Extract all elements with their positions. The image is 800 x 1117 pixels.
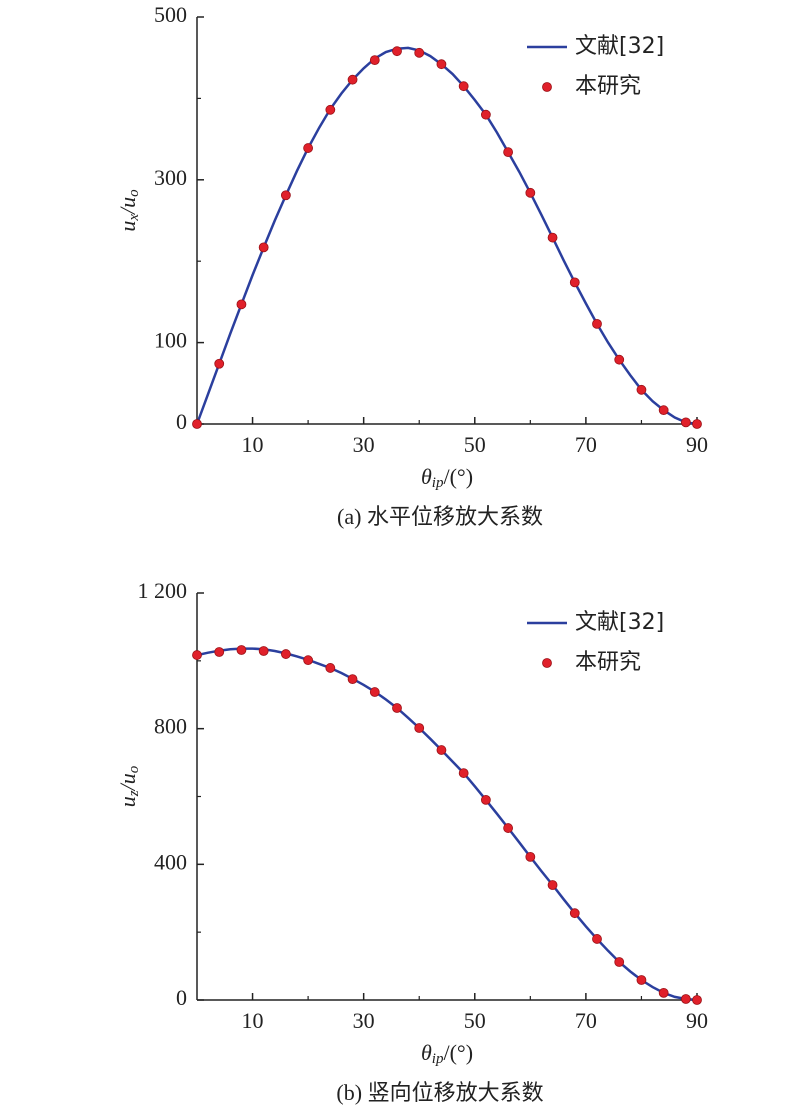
legend-label: 文献[32] <box>575 610 664 635</box>
y-tick-label: 500 <box>154 2 187 27</box>
x-axis-label: θip/(°) <box>421 464 473 491</box>
y-label-part: /u <box>115 773 140 792</box>
y-label-part: z <box>126 790 142 797</box>
data-point <box>392 703 402 713</box>
data-point <box>436 745 447 755</box>
data-point <box>214 358 225 369</box>
data-point <box>325 663 336 673</box>
data-point <box>692 995 702 1005</box>
data-point <box>503 823 514 833</box>
data-point <box>192 419 202 429</box>
data-point <box>347 74 358 85</box>
data-point <box>636 975 647 985</box>
x-label-part: /(°) <box>443 464 473 489</box>
x-tick-label: 90 <box>686 432 708 457</box>
x-label-part: θ <box>421 1040 432 1065</box>
x-label-part: /(°) <box>443 1040 473 1065</box>
caption: (b) 竖向位移放大系数 <box>336 1080 543 1105</box>
data-point <box>569 277 580 288</box>
data-point <box>658 987 669 998</box>
x-tick-label: 70 <box>575 432 597 457</box>
data-point <box>547 880 558 890</box>
data-point <box>369 55 380 66</box>
data-line <box>195 46 698 426</box>
data-point <box>680 994 691 1004</box>
data-point <box>525 187 536 198</box>
data-point <box>214 647 225 657</box>
y-tick-label: 100 <box>154 328 187 353</box>
y-tick-label: 1 200 <box>138 578 188 603</box>
y-axis-label: uz/uo <box>115 765 142 807</box>
x-tick-label: 70 <box>575 1008 597 1033</box>
y-label-part: u <box>115 796 140 807</box>
data-point <box>480 109 491 120</box>
data-point <box>692 419 702 429</box>
caption: (a) 水平位移放大系数 <box>337 504 543 529</box>
data-point <box>303 655 314 666</box>
data-point <box>458 768 469 778</box>
legend-marker <box>542 82 552 92</box>
legend-label: 本研究 <box>575 74 641 99</box>
x-tick-label: 10 <box>242 1008 264 1033</box>
y-label-part: u <box>115 221 140 232</box>
data-point <box>569 908 580 919</box>
x-label-part: ip <box>432 1051 444 1067</box>
x-tick-label: 50 <box>464 432 486 457</box>
y-label-part: x <box>126 214 142 222</box>
data-point <box>458 81 469 92</box>
data-point <box>392 46 402 57</box>
data-point <box>280 190 291 201</box>
legend-marker <box>542 658 552 668</box>
y-label-part: o <box>126 189 142 197</box>
x-tick-label: 50 <box>464 1008 486 1033</box>
x-label-part: ip <box>432 475 444 491</box>
data-point <box>414 723 425 733</box>
data-point <box>236 299 247 310</box>
y-tick-label: 0 <box>176 985 187 1010</box>
data-point <box>236 645 247 655</box>
data-point <box>614 354 625 365</box>
y-label-part: /u <box>115 197 140 216</box>
x-tick-label: 10 <box>242 432 264 457</box>
data-point <box>525 851 536 862</box>
data-point <box>369 687 380 697</box>
data-point <box>480 794 491 805</box>
data-point <box>658 405 669 416</box>
data-point <box>280 649 291 659</box>
data-point <box>614 957 625 967</box>
y-label-part: o <box>126 765 142 773</box>
x-tick-label: 30 <box>353 432 375 457</box>
data-point <box>258 242 269 253</box>
legend-label: 本研究 <box>575 650 641 675</box>
x-tick-label: 30 <box>353 1008 375 1033</box>
data-point <box>325 104 336 115</box>
data-point <box>258 646 269 656</box>
y-tick-label: 0 <box>176 409 187 434</box>
x-tick-label: 90 <box>686 1008 708 1033</box>
y-tick-label: 300 <box>154 165 187 190</box>
data-point <box>303 143 314 153</box>
data-line <box>196 647 698 1002</box>
data-point <box>636 384 647 395</box>
legend-label: 文献[32] <box>575 34 664 59</box>
y-tick-label: 800 <box>154 714 187 739</box>
data-point <box>547 232 558 243</box>
data-point <box>680 417 691 428</box>
data-point <box>414 47 425 58</box>
x-axis-label: θip/(°) <box>421 1040 473 1067</box>
data-point <box>592 934 602 944</box>
x-label-part: θ <box>421 464 432 489</box>
data-point <box>592 318 602 329</box>
data-point <box>347 674 358 685</box>
data-point <box>503 147 514 158</box>
y-axis-label: ux/uo <box>115 189 142 232</box>
data-point <box>192 650 202 660</box>
y-tick-label: 400 <box>154 849 187 874</box>
data-point <box>436 59 447 70</box>
